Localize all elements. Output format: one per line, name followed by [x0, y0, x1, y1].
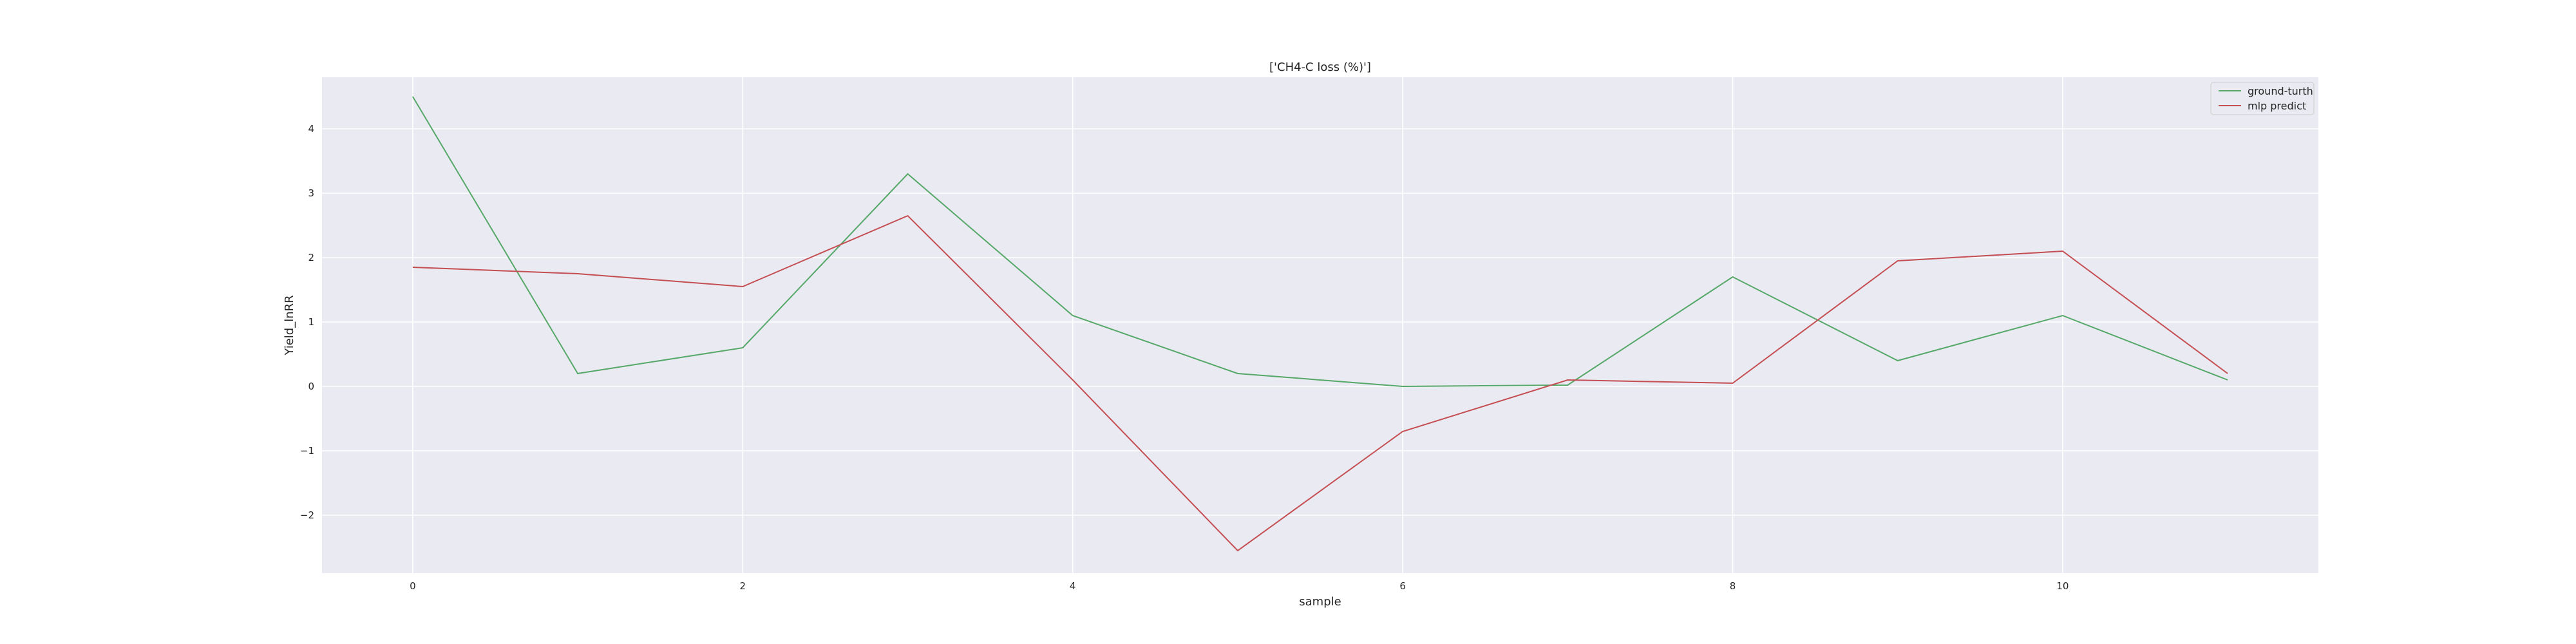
x-axis-label: sample — [1299, 595, 1341, 609]
legend-label-ground-turth: ground-turth — [2248, 85, 2313, 97]
x-tick-label: 0 — [410, 580, 416, 592]
plot-background — [322, 77, 2318, 573]
y-tick-label: −1 — [300, 445, 314, 457]
y-tick-label: 4 — [308, 123, 314, 135]
tick-labels: −2 −1 0 1 2 3 4 0 2 4 6 8 10 — [300, 123, 2069, 592]
x-tick-label: 8 — [1730, 580, 1736, 592]
chart-title: ['CH4-C loss (%)'] — [1269, 61, 1371, 74]
y-tick-label: −2 — [300, 509, 314, 521]
legend: ground-turth mlp predict — [2210, 82, 2315, 115]
x-tick-label: 4 — [1070, 580, 1076, 592]
y-axis-label: Yield_lnRR — [283, 295, 296, 355]
y-tick-label: 0 — [308, 381, 314, 392]
legend-label-mlp-predict: mlp predict — [2248, 100, 2306, 112]
x-tick-label: 2 — [740, 580, 746, 592]
series-lines — [412, 96, 2228, 552]
y-tick-label: 2 — [308, 252, 314, 263]
series-line-mlp-predict — [412, 214, 2228, 552]
x-tick-label: 10 — [2056, 580, 2069, 592]
y-tick-label: 1 — [308, 316, 314, 328]
y-tick-label: 3 — [308, 187, 314, 199]
grid-lines — [322, 77, 2318, 573]
x-tick-label: 6 — [1399, 580, 1406, 592]
series-line-ground-turth — [412, 96, 2228, 388]
